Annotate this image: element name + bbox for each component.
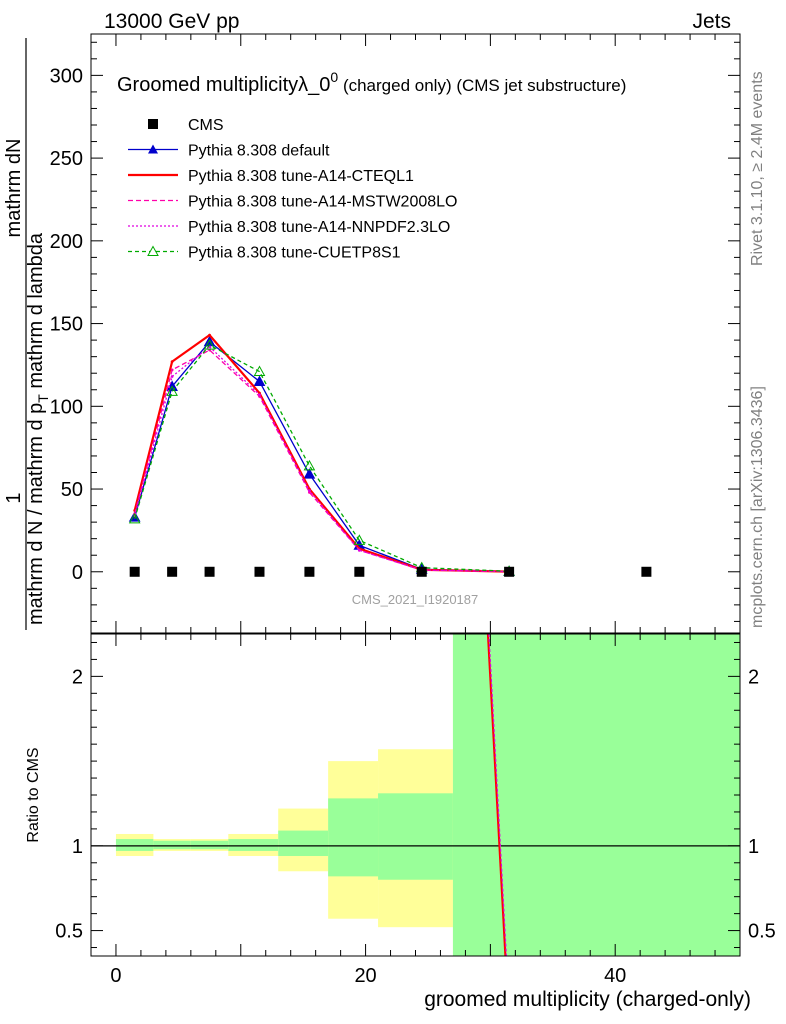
series-0-point-4 [303, 468, 316, 479]
series-0-point-3 [253, 375, 266, 386]
series-4-point-1 [166, 385, 178, 396]
series-line-3 [134, 345, 510, 573]
ratio-band-green-2 [190, 840, 229, 850]
axis-ticks [90, 34, 741, 956]
plot-title-sup: 0 [330, 69, 338, 85]
cms-point-4 [304, 566, 315, 577]
ratio-tick-label-right-2: 2 [748, 666, 759, 688]
legend-marker-0 [148, 144, 158, 154]
header-left: 13000 GeV pp [104, 10, 239, 33]
ratio-tick-label-left-0.5: 0.5 [55, 921, 83, 943]
rivet-label: Rivet 3.1.10, ≥ 2.4M events [749, 71, 766, 266]
ratio-line-cteql1 [486, 634, 507, 956]
main-series [128, 333, 515, 576]
y-label-den-main: mathrm d N / mathrm d p [25, 403, 47, 625]
y-label-num-top: 1 [3, 492, 25, 503]
y-label-den-suffix: mathrm d lambda [25, 232, 47, 394]
series-4-point-5 [353, 534, 366, 545]
series-4-point-4 [303, 459, 316, 471]
y-tick-label-300: 300 [50, 65, 83, 87]
ratio-band-green-0 [115, 839, 154, 851]
cms-point-5 [354, 566, 365, 577]
legend-marker-cms [148, 119, 158, 129]
cms-point-3 [254, 566, 265, 577]
cms-point-2 [204, 566, 215, 577]
axis-tick-labels: 0 50 100 150 200 250 300 0 20 40 0.5 0.5 1 1 2 2 [50, 65, 776, 987]
ratio-lines [91, 634, 740, 956]
ratio-band-green-5 [328, 798, 379, 877]
legend: CMS Pythia 8.308 default Pythia 8.308 tune… [128, 117, 457, 262]
ratio-y-label: Ratio to CMS [25, 747, 42, 842]
series-4-point-0 [128, 512, 141, 524]
legend-label-1: Pythia 8.308 tune-A14-CTEQL1 [188, 168, 414, 185]
y-tick-label-50: 50 [61, 479, 83, 501]
cms-point-7 [504, 566, 515, 577]
ratio-band-green-1 [153, 840, 191, 850]
series-3-point-4 [308, 489, 311, 493]
ratio-tick-label-right-1: 1 [748, 836, 759, 858]
ratio-bands [115, 634, 740, 956]
header-right: Jets [692, 10, 731, 33]
y-tick-label-0: 0 [72, 562, 83, 584]
plot-title: Groomed multiplicityλ_00 (charged only) … [117, 69, 626, 96]
series-4-point-2 [203, 339, 216, 350]
ratio-band-green-3 [228, 839, 279, 851]
legend-label-2: Pythia 8.308 tune-A14-MSTW2008LO [188, 194, 457, 211]
x-tick-label-40: 40 [604, 965, 626, 987]
y-tick-label-150: 150 [50, 314, 83, 336]
plot-title-main: Groomed multiplicityλ_0 [117, 74, 330, 96]
legend-label-3: Pythia 8.308 tune-A14-NNPDF2.3LO [188, 219, 450, 236]
y-tick-label-200: 200 [50, 231, 83, 253]
mcplots-label: mcplots.cern.ch [arXiv:1306.3436] [749, 386, 766, 628]
x-tick-label-20: 20 [354, 965, 376, 987]
cms-point-6 [416, 566, 427, 577]
legend-label-4: Pythia 8.308 tune-CUETP8S1 [188, 245, 401, 262]
series-line-1 [133, 333, 510, 573]
y-tick-label-250: 250 [50, 148, 83, 170]
y-axis-label: 1 mathrm dN mathrm d N / mathrm d pT mat… [3, 38, 51, 630]
y-label-den-sub: T [35, 394, 51, 403]
series-1-point-2 [208, 333, 211, 337]
cms-points [129, 566, 652, 577]
series-3-point-3 [258, 393, 261, 397]
series-4-point-3 [253, 365, 266, 377]
series-1-point-1 [170, 360, 174, 364]
ratio-band-green-7 [452, 634, 740, 956]
plot-title-suffix: (charged only) (CMS jet substructure) [338, 76, 626, 95]
series-2-point-1 [170, 368, 174, 372]
cms-point-1 [167, 566, 178, 577]
ratio-band-green-6 [378, 793, 453, 880]
ratio-band-green-4 [278, 830, 329, 857]
ratio-tick-label-right-0.5: 0.5 [748, 921, 776, 943]
series-3-point-5 [357, 548, 361, 552]
cms-point-8 [641, 566, 652, 577]
ratio-tick-label-left-2: 2 [72, 666, 83, 688]
series-line-0 [134, 340, 510, 573]
series-line-4 [134, 344, 510, 572]
legend-label-cms: CMS [188, 117, 224, 134]
y-tick-label-100: 100 [50, 396, 83, 418]
x-axis-label: groomed multiplicity (charged-only) [424, 988, 751, 1011]
cms-point-0 [129, 566, 140, 577]
x-tick-label-0: 0 [110, 965, 121, 987]
y-label-numerator: mathrm dN [3, 139, 25, 238]
legend-marker-4 [147, 245, 159, 256]
y-label-denominator: mathrm d N / mathrm d pT mathrm d lambda [25, 232, 51, 625]
ratio-tick-label-left-1: 1 [72, 836, 83, 858]
legend-label-0: Pythia 8.308 default [188, 143, 330, 160]
series-3-point-1 [170, 375, 174, 378]
analysis-label: CMS_2021_I1920187 [352, 592, 479, 607]
ratio-line-other [488, 634, 507, 956]
series-line-2 [134, 349, 510, 573]
